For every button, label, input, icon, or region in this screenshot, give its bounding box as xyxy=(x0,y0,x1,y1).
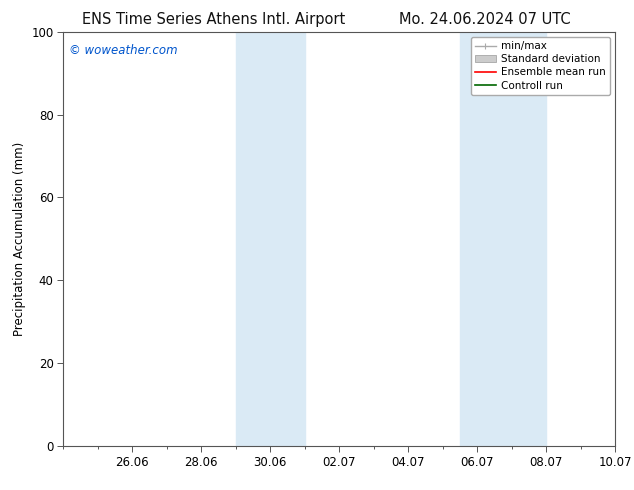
Bar xyxy=(236,32,305,446)
Text: © woweather.com: © woweather.com xyxy=(69,44,178,57)
Legend: min/max, Standard deviation, Ensemble mean run, Controll run: min/max, Standard deviation, Ensemble me… xyxy=(470,37,610,95)
Y-axis label: Precipitation Accumulation (mm): Precipitation Accumulation (mm) xyxy=(13,142,26,336)
Bar xyxy=(460,32,546,446)
Text: Mo. 24.06.2024 07 UTC: Mo. 24.06.2024 07 UTC xyxy=(399,12,571,27)
Text: ENS Time Series Athens Intl. Airport: ENS Time Series Athens Intl. Airport xyxy=(82,12,346,27)
